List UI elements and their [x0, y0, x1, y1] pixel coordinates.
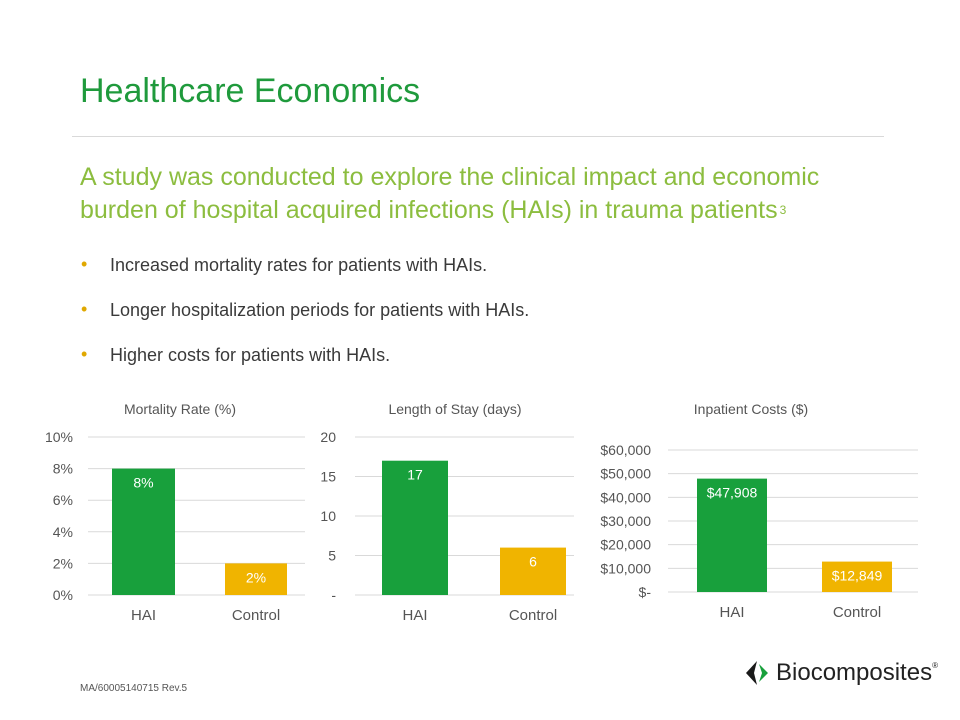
bullet-item: • Increased mortality rates for patients … — [80, 254, 529, 299]
y-tick-label: $10,000 — [600, 560, 651, 576]
logo-wordmark: Biocomposites — [776, 659, 933, 686]
logo-text: Biocomposites® — [776, 659, 938, 687]
x-tick-label: Control — [232, 607, 280, 624]
bar-hai — [112, 468, 175, 595]
y-tick-label: $30,000 — [600, 513, 651, 529]
y-tick-label: $60,000 — [600, 442, 651, 458]
bullet-text: Higher costs for patients with HAIs. — [110, 345, 391, 365]
x-tick-label: Control — [509, 607, 557, 624]
y-tick-label: $20,000 — [600, 537, 651, 553]
y-tick-label: $- — [639, 584, 652, 600]
chart-title: Mortality Rate (%) — [124, 401, 236, 417]
bullet-list: • Increased mortality rates for patients … — [80, 254, 529, 389]
y-tick-label: 15 — [320, 469, 336, 485]
y-tick-label: 5 — [328, 548, 336, 564]
y-tick-label: 4% — [53, 524, 73, 540]
bullet-text: Increased mortality rates for patients w… — [110, 255, 488, 275]
data-label: $47,908 — [707, 485, 758, 501]
bullet-dot-icon: • — [81, 299, 88, 319]
y-tick-label: 2% — [53, 555, 73, 571]
data-label: 2% — [246, 569, 266, 585]
bar-hai — [697, 478, 767, 592]
title-divider — [72, 136, 884, 137]
company-logo: Biocomposites® — [744, 658, 938, 688]
x-tick-label: HAI — [719, 604, 744, 621]
subtitle-reference: 3 — [779, 203, 787, 217]
bar-control — [500, 547, 566, 595]
data-label: 6 — [529, 554, 537, 570]
data-label: 8% — [133, 475, 153, 491]
chart-title: Inpatient Costs ($) — [694, 401, 808, 417]
subtitle-text: A study was conducted to explore the cli… — [80, 163, 820, 224]
bullet-item: • Longer hospitalization periods for pati… — [80, 299, 529, 344]
y-tick-label: $50,000 — [600, 466, 651, 482]
bar-control — [822, 561, 892, 592]
data-label: $12,849 — [832, 568, 883, 584]
bullet-item: • Higher costs for patients with HAIs. — [80, 344, 529, 389]
bullet-text: Longer hospitalization periods for patie… — [110, 300, 530, 320]
bullet-dot-icon: • — [81, 344, 88, 364]
slide-subtitle: A study was conducted to explore the cli… — [80, 161, 900, 227]
data-label: 17 — [407, 467, 423, 483]
y-tick-label: 6% — [53, 492, 73, 508]
y-tick-label: 10 — [320, 508, 336, 524]
document-reference: MA/60005140715 Rev.5 — [80, 683, 188, 694]
y-tick-label: - — [331, 587, 336, 603]
chart-title: Length of Stay (days) — [388, 401, 521, 417]
y-tick-label: 20 — [320, 429, 336, 445]
slide-title: Healthcare Economics — [80, 72, 421, 110]
x-tick-label: HAI — [402, 607, 427, 624]
bullet-dot-icon: • — [81, 254, 88, 274]
y-tick-label: 8% — [53, 461, 73, 477]
y-tick-label: 10% — [45, 429, 73, 445]
y-tick-label: 0% — [53, 587, 73, 603]
y-tick-label: $40,000 — [600, 489, 651, 505]
x-tick-label: HAI — [131, 607, 156, 624]
biocomposites-logo-icon — [746, 661, 768, 685]
x-tick-label: Control — [833, 604, 881, 621]
bar-hai — [382, 460, 448, 595]
bar-control — [225, 563, 287, 595]
registered-mark: ® — [932, 661, 938, 670]
